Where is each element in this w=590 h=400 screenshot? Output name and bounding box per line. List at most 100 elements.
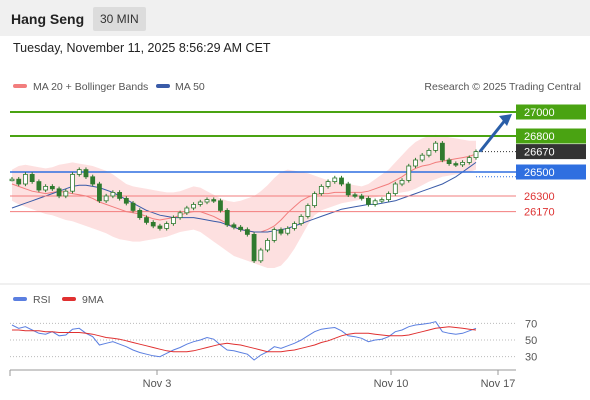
candle-body: [29, 173, 35, 182]
candle-body: [366, 197, 371, 205]
candle-body: [23, 173, 28, 185]
candle-body: [70, 173, 75, 192]
level-26670-label: 26670: [524, 147, 555, 159]
candle-body: [117, 191, 122, 199]
candle-body: [197, 201, 203, 205]
candle-body: [473, 151, 479, 159]
x-tick-label: Nov 17: [481, 378, 516, 390]
candle-body: [265, 239, 270, 251]
candle-body: [305, 205, 311, 217]
candle-body: [211, 199, 217, 202]
level-27000-label-bg: [516, 104, 586, 120]
candle-body: [137, 209, 143, 218]
candle-body: [379, 199, 385, 202]
level-26670-label-bg: [516, 144, 586, 160]
forecast-arrow-shaft: [478, 118, 508, 153]
instrument-title: Hang Seng: [11, 11, 85, 27]
forecast-arrow-head: [499, 114, 512, 126]
candle-body: [292, 223, 297, 229]
candle-body: [258, 249, 264, 262]
candle-body: [103, 195, 109, 202]
rsi-tick-50: 50: [525, 335, 537, 347]
level-27000-label: 27000: [524, 107, 555, 119]
level-26300-label: 26300: [524, 191, 555, 203]
candle-body: [298, 215, 304, 224]
candle-body: [177, 212, 183, 219]
candle-body: [439, 142, 445, 161]
candle-body: [426, 149, 432, 156]
ma20-legend-label: MA 20 + Bollinger Bands: [33, 81, 148, 93]
candle-body: [419, 154, 425, 161]
candle-body: [218, 200, 223, 211]
candle-body: [36, 181, 42, 191]
rsi-tick-30: 30: [525, 352, 537, 364]
header-bar: Hang Seng 30 MIN: [0, 0, 590, 36]
candle-body: [312, 193, 318, 207]
candle-body: [63, 190, 69, 197]
candle-body: [90, 176, 96, 185]
candle-body: [43, 185, 49, 191]
candle-body: [332, 177, 338, 182]
price-candles: [9, 141, 479, 263]
candle-body: [9, 178, 15, 182]
level-26500-label: 26500: [524, 167, 555, 179]
rsi-ma-legend-label: 9MA: [82, 294, 104, 306]
candle-body: [150, 221, 156, 227]
candle-body: [339, 177, 344, 185]
candle-body: [144, 217, 149, 223]
credit-label: Research © 2025 Trading Central: [424, 81, 581, 93]
level-26170-label: 26170: [524, 207, 555, 219]
candle-body: [110, 191, 116, 197]
level-26800-label: 26800: [524, 131, 555, 143]
candle-body: [251, 233, 257, 262]
timeframe-button[interactable]: 30 MIN: [93, 7, 146, 31]
candle-body: [392, 183, 398, 195]
moving-averages: [11, 153, 477, 233]
bollinger-band-area: [12, 134, 476, 268]
candle-body: [238, 226, 244, 230]
candle-body: [184, 207, 190, 214]
ma50-legend-swatch: [156, 84, 170, 88]
candle-body: [413, 159, 418, 167]
candle-body: [399, 179, 405, 185]
candle-body: [130, 202, 136, 211]
candle-body: [460, 161, 465, 166]
level-labels: 27000 26800 26670 26500 26300 26170: [516, 104, 586, 219]
candle-body: [224, 209, 230, 226]
rsi-legend: RSI 9MA: [13, 294, 104, 306]
bollinger-bands: [12, 134, 476, 268]
candle-body: [97, 183, 102, 202]
candle-body: [204, 199, 210, 203]
rsi-ma-legend-swatch: [62, 297, 76, 301]
price-levels: [10, 111, 516, 213]
x-tick-label: Nov 3: [143, 378, 172, 390]
candle-body: [466, 157, 472, 163]
rsi-legend-swatch: [13, 297, 27, 301]
candle-body: [345, 183, 351, 196]
ma50-line: [11, 161, 477, 233]
candle-body: [386, 193, 391, 201]
x-tick-label: Nov 10: [374, 378, 409, 390]
candle-body: [49, 185, 55, 190]
timestamp: Tuesday, November 11, 2025 8:56:29 AM CE…: [13, 41, 271, 55]
candle-body: [56, 188, 62, 197]
candle-body: [157, 225, 163, 229]
candle-body: [372, 200, 378, 205]
time-axis: Nov 3 Nov 10 Nov 17: [9, 369, 516, 390]
candle-body: [244, 229, 250, 235]
candle-body: [170, 217, 176, 225]
candle-body: [433, 142, 439, 151]
rsi-ma-line: [12, 326, 477, 353]
level-26500-label-bg: [516, 164, 586, 180]
rsi-legend-label: RSI: [33, 294, 51, 306]
candle-body: [16, 178, 22, 185]
candle-body: [359, 195, 365, 199]
candle-body: [83, 169, 89, 178]
ma20-legend-swatch: [13, 84, 27, 88]
candle-body: [325, 181, 331, 187]
level-26800-label-bg: [516, 128, 586, 144]
candle-body: [406, 165, 412, 181]
candle-body: [231, 224, 237, 228]
candle-body: [191, 203, 196, 209]
candle-body: [446, 159, 452, 164]
